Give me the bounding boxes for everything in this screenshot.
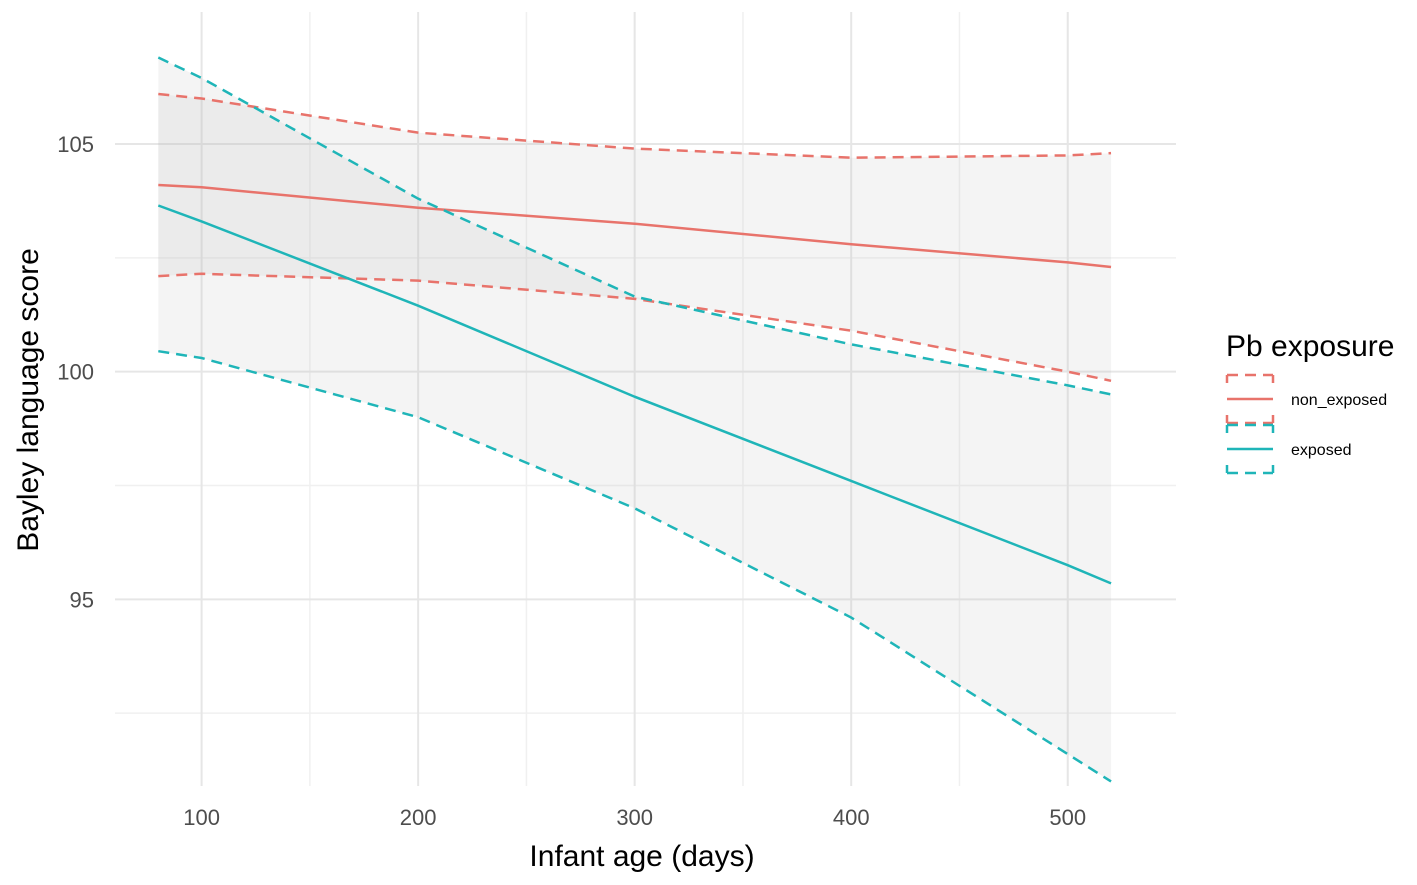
ribbon-non_exposed (158, 93, 1112, 381)
upper-ci-line-non_exposed (158, 92, 1112, 159)
legend-label-non_exposed: non_exposed (1291, 392, 1387, 409)
x-tick-label: 400 (833, 805, 870, 830)
upper-ci-line-exposed (157, 56, 1112, 396)
fit-line-non_exposed (158, 183, 1112, 269)
y-tick-label: 95 (70, 587, 94, 612)
confidence-ribbons (158, 57, 1112, 782)
x-tick-label: 300 (616, 805, 653, 830)
x-tick-label: 200 (400, 805, 437, 830)
x-axis-ticks: 100 200 300 400 500 (183, 805, 1086, 830)
lower-ci-line-non_exposed (158, 272, 1112, 383)
y-tick-label: 105 (57, 132, 94, 157)
ribbon-exposed (158, 57, 1112, 782)
lower-ci-line-exposed (158, 349, 1112, 783)
legend-key-exposed: exposed (1225, 423, 1352, 475)
y-axis-ticks: 95 100 105 (57, 132, 94, 612)
legend-label-exposed: exposed (1291, 442, 1352, 459)
fit-line-exposed (157, 204, 1112, 585)
series-lines (157, 56, 1112, 783)
x-tick-label: 500 (1049, 805, 1086, 830)
legend-key-non_exposed: non_exposed (1225, 373, 1387, 425)
x-tick-label: 100 (183, 805, 220, 830)
legend-title: Pb exposure (1226, 330, 1394, 363)
y-tick-label: 100 (57, 360, 94, 385)
y-axis-title: Bayley language score (12, 248, 45, 552)
x-axis-title: Infant age (days) (529, 840, 754, 873)
